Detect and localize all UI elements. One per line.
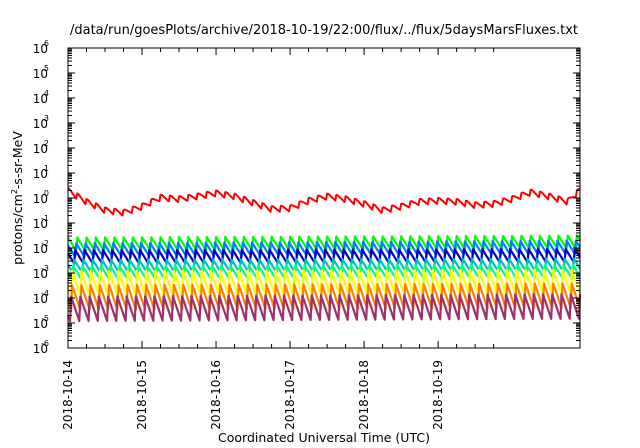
y-tick-label: 10-1: [33, 214, 49, 231]
y-tick-exponent: 4: [44, 89, 49, 98]
x-tick-label: 2018-10-16: [209, 360, 223, 430]
y-tick-label: 10-6: [33, 339, 49, 356]
y-tick-label: 106: [33, 39, 49, 56]
y-tick-exponent: -2: [41, 239, 49, 248]
y-tick-label: 10-2: [33, 239, 49, 256]
y-tick-label: 104: [33, 89, 49, 106]
y-tick-label: 105: [33, 64, 49, 81]
series-line-7: [66, 268, 582, 297]
plot-area: [66, 187, 582, 323]
y-tick-exponent: 1: [44, 164, 49, 173]
x-tick-label: 2018-10-17: [283, 360, 297, 430]
y-tick-exponent: 2: [44, 139, 49, 148]
y-tick-exponent: -3: [41, 264, 49, 273]
y-tick-exponent: 0: [44, 189, 49, 198]
y-tick-label: 103: [33, 114, 49, 131]
y-tick-label: 10-4: [33, 289, 49, 306]
series-line-1: [67, 187, 581, 217]
y-tick-exponent: -1: [41, 214, 49, 223]
series-line-9: [66, 293, 582, 323]
y-tick-exponent: 6: [44, 39, 49, 48]
series-line-6: [67, 263, 581, 281]
y-tick-exponent: -4: [41, 289, 49, 298]
y-tick-label: 102: [33, 139, 49, 156]
x-tick-label: 2018-10-19: [431, 360, 445, 430]
plot-frame: [67, 47, 581, 349]
y-axis-label-post: -s-sr-MeV: [10, 131, 25, 189]
series-line-2: [67, 234, 581, 252]
y-axis-label: protons/cm2-s-sr-MeV: [10, 131, 25, 265]
y-tick-label: 100: [33, 189, 49, 206]
y-tick-label: 101: [33, 164, 49, 181]
x-tick-label: 2018-10-14: [61, 360, 75, 430]
series-line-5: [67, 257, 581, 275]
y-axis-label-pre: protons/cm: [10, 194, 25, 265]
y-tick-label: 10-3: [33, 264, 49, 281]
x-tick-label: 2018-10-18: [357, 360, 371, 430]
y-tick-exponent: 3: [44, 114, 49, 123]
y-axis-label-sup: 2: [10, 189, 19, 194]
y-tick-exponent: -5: [41, 314, 49, 323]
y-axis: 10-610-510-410-310-210-11001011021031041…: [33, 39, 580, 356]
x-tick-label: 2018-10-15: [135, 360, 149, 430]
x-axis-label: Coordinated Universal Time (UTC): [218, 430, 430, 445]
y-tick-label: 10-5: [33, 314, 49, 331]
y-tick-exponent: 5: [44, 64, 49, 73]
chart-title: /data/run/goesPlots/archive/2018-10-19/2…: [70, 23, 578, 38]
y-tick-exponent: -6: [41, 339, 49, 348]
